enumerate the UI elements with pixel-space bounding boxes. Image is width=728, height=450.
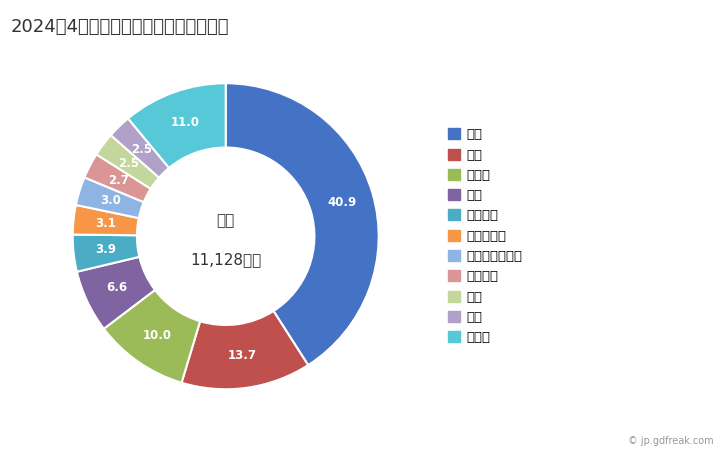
Text: 2024年4月の輸出相手国のシェア（％）: 2024年4月の輸出相手国のシェア（％） xyxy=(11,18,229,36)
Text: 11,128万円: 11,128万円 xyxy=(190,252,261,267)
Text: 2.5: 2.5 xyxy=(131,143,152,156)
Text: 総額: 総額 xyxy=(216,213,235,229)
Text: 3.1: 3.1 xyxy=(95,216,116,230)
Wedge shape xyxy=(181,311,308,389)
Legend: 中国, 米国, ドイツ, 台湾, ベトナム, フィリピン, エルサルバドル, オランダ, 韓国, 香港, その他: 中国, 米国, ドイツ, 台湾, ベトナム, フィリピン, エルサルバドル, オ… xyxy=(443,123,528,350)
Text: 40.9: 40.9 xyxy=(327,196,356,209)
Text: 3.0: 3.0 xyxy=(100,194,121,207)
Wedge shape xyxy=(104,290,200,383)
Wedge shape xyxy=(73,234,139,272)
Wedge shape xyxy=(96,135,159,189)
Wedge shape xyxy=(226,83,379,365)
Text: 3.9: 3.9 xyxy=(95,243,116,256)
Text: 2.7: 2.7 xyxy=(108,174,129,187)
Text: 2.5: 2.5 xyxy=(119,157,140,170)
Wedge shape xyxy=(73,205,139,235)
Text: 13.7: 13.7 xyxy=(228,350,257,362)
Wedge shape xyxy=(76,177,143,218)
Wedge shape xyxy=(84,154,151,202)
Text: © jp.gdfreak.com: © jp.gdfreak.com xyxy=(628,436,713,446)
Text: 10.0: 10.0 xyxy=(142,329,171,342)
Wedge shape xyxy=(111,118,169,178)
Text: 6.6: 6.6 xyxy=(106,281,127,294)
Wedge shape xyxy=(77,257,155,329)
Wedge shape xyxy=(128,83,226,168)
Text: 11.0: 11.0 xyxy=(170,116,199,129)
